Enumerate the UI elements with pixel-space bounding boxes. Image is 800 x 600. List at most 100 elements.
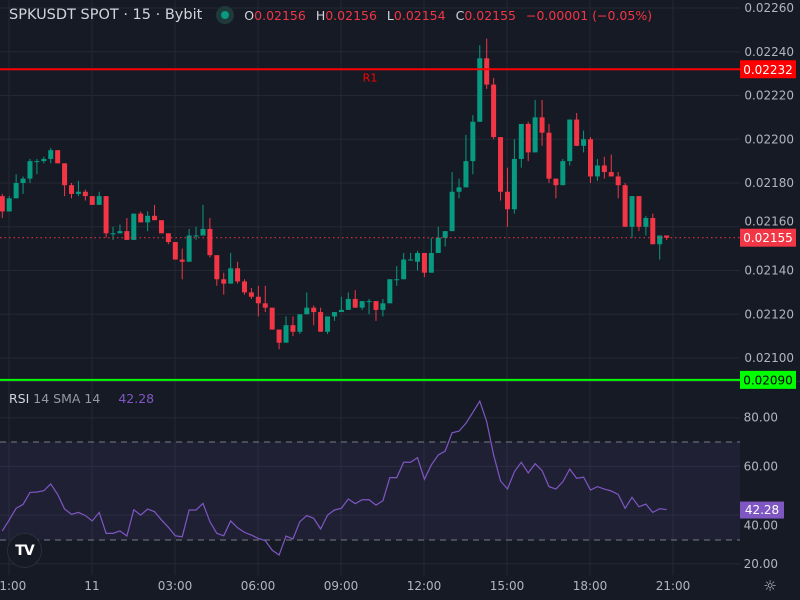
candle-body: [567, 119, 573, 162]
candle: [145, 211, 151, 232]
candle-body: [186, 235, 192, 262]
candle: [248, 288, 254, 299]
candle-body: [117, 231, 123, 234]
candle-body: [525, 123, 531, 153]
candle: [48, 148, 54, 164]
candle-body: [401, 259, 407, 280]
candle-body: [152, 215, 158, 221]
candle: [214, 255, 220, 286]
level-price-label: 0.02090: [743, 373, 793, 387]
symbol-legend: SPKUSDT SPOT · 15 · Bybit O0.02156 H0.02…: [9, 6, 658, 24]
open-label: O: [244, 7, 255, 23]
candle-body: [276, 329, 282, 343]
candle: [657, 235, 663, 260]
symbol-title[interactable]: SPKUSDT SPOT · 15 · Bybit: [9, 7, 203, 23]
axes[interactable]: 21:00 11 03:00 06:00 09:00 12:00 15:00 18:00 21:…: [0, 1, 794, 593]
price-axis-label: 0.02220: [744, 89, 794, 103]
candle: [41, 156, 47, 164]
candle: [221, 272, 227, 295]
candle-body: [318, 312, 324, 332]
candle-body: [13, 183, 19, 199]
low-label: L: [386, 7, 394, 23]
candle-body: [89, 196, 95, 205]
candle-body: [138, 213, 144, 223]
candle-body: [581, 139, 587, 146]
candle-body: [131, 213, 137, 240]
time-axis-label: 21:00: [656, 579, 691, 593]
candle-body: [608, 172, 614, 177]
candle-body: [615, 176, 621, 186]
candle-body: [290, 325, 296, 332]
candle-body: [242, 281, 247, 293]
candle: [539, 99, 545, 146]
candle: [650, 213, 656, 245]
price-axis-label: 0.02120: [744, 307, 794, 321]
candle: [415, 250, 420, 271]
time-axis-label: 09:00: [324, 579, 359, 593]
close-value: 0.02155: [464, 7, 517, 23]
candle-body: [373, 301, 379, 310]
change-value: −0.00001 (−0.05%): [526, 7, 653, 23]
high-label: H: [315, 7, 326, 23]
low-value: 0.02154: [393, 7, 446, 23]
candle: [574, 113, 580, 146]
candle-body: [55, 150, 61, 164]
candle-body: [34, 161, 40, 163]
candle: [75, 180, 81, 197]
candle-body: [48, 150, 54, 159]
candle: [636, 196, 642, 232]
candle: [518, 123, 524, 168]
candle: [491, 78, 497, 140]
candle: [546, 123, 552, 183]
candles: [0, 38, 670, 350]
level-price-tag: [740, 370, 796, 389]
candle: [131, 213, 137, 240]
candle: [27, 158, 33, 183]
candle: [165, 233, 171, 245]
rsi-axis-label: 20.00: [744, 557, 778, 571]
candle: [207, 218, 213, 258]
candle: [331, 312, 337, 321]
candle: [359, 301, 365, 310]
candle: [373, 301, 379, 321]
candle-body: [124, 231, 130, 240]
candle-body: [643, 218, 649, 227]
candle: [581, 130, 587, 153]
candle: [622, 183, 628, 227]
candle: [463, 134, 469, 188]
candle-body: [103, 196, 109, 234]
price-axis-label: 0.02260: [744, 1, 794, 15]
candle: [435, 226, 441, 253]
candle-body: [179, 259, 185, 262]
candle: [511, 139, 517, 214]
candle: [103, 196, 109, 238]
candle: [588, 137, 593, 183]
candle: [158, 220, 164, 234]
candle-body: [145, 215, 151, 223]
ohlc-values: O0.02156 H0.02156 L0.02154 C0.02155 −0.0…: [244, 8, 658, 23]
candle-body: [200, 228, 206, 236]
settings-gear-icon[interactable]: ☼: [763, 577, 777, 595]
candle-body: [172, 242, 178, 260]
candle-body: [657, 235, 663, 245]
candle: [200, 204, 206, 236]
candle-body: [394, 279, 400, 281]
rsi-value: 42.28: [118, 391, 155, 406]
candle-body: [428, 253, 434, 273]
market-status-icon[interactable]: [216, 6, 235, 24]
time-axis-label: 11: [84, 579, 99, 593]
candle-body: [193, 235, 199, 237]
rsi-legend[interactable]: RSI 14 SMA 14 42.28: [9, 391, 154, 406]
price-axis-label: 0.02200: [744, 132, 794, 146]
candle-body: [622, 185, 628, 227]
candle: [152, 204, 158, 221]
candle: [242, 279, 247, 295]
candle-body: [456, 187, 462, 192]
price-axis-label: 0.02140: [744, 264, 794, 278]
tradingview-logo-icon[interactable]: TV: [7, 533, 42, 568]
candle: [338, 296, 344, 313]
candle: [269, 307, 275, 330]
candle: [428, 237, 434, 273]
price-axis-label: 0.02240: [744, 45, 794, 59]
